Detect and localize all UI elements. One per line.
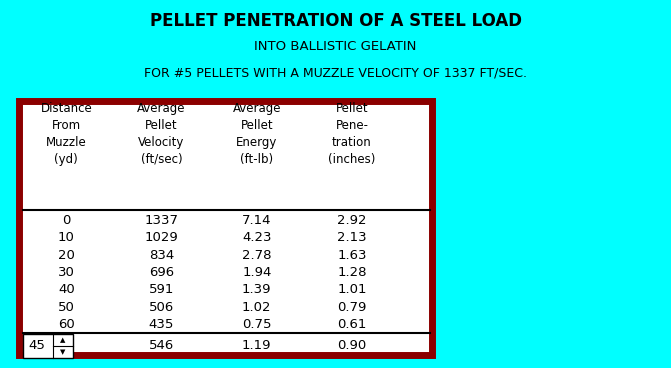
Text: 1.02: 1.02 [242, 301, 272, 314]
Text: 1.01: 1.01 [338, 283, 367, 297]
Text: 50: 50 [58, 301, 74, 314]
FancyBboxPatch shape [19, 100, 432, 355]
Text: 0.90: 0.90 [338, 339, 366, 353]
Text: 1.39: 1.39 [242, 283, 272, 297]
Text: FOR #5 PELLETS WITH A MUZZLE VELOCITY OF 1337 FT/SEC.: FOR #5 PELLETS WITH A MUZZLE VELOCITY OF… [144, 67, 527, 80]
Text: 60: 60 [58, 318, 74, 331]
Text: 0.79: 0.79 [338, 301, 366, 314]
Text: ▲: ▲ [60, 337, 66, 343]
Text: Distance
From
Muzzle
(yd): Distance From Muzzle (yd) [40, 102, 92, 166]
Text: 506: 506 [149, 301, 174, 314]
Text: 2.92: 2.92 [338, 214, 367, 227]
Text: 0.75: 0.75 [242, 318, 272, 331]
Text: 546: 546 [149, 339, 174, 353]
Text: 20: 20 [58, 249, 74, 262]
Text: 1.94: 1.94 [242, 266, 272, 279]
Text: 2.78: 2.78 [242, 249, 272, 262]
Text: 435: 435 [149, 318, 174, 331]
Text: 1337: 1337 [144, 214, 178, 227]
Text: Average
Pellet
Velocity
(ft/sec): Average Pellet Velocity (ft/sec) [138, 102, 186, 166]
Text: 591: 591 [149, 283, 174, 297]
Text: 45: 45 [29, 339, 46, 353]
Text: 40: 40 [58, 283, 74, 297]
Text: 1.19: 1.19 [242, 339, 272, 353]
Text: Average
Pellet
Energy
(ft-lb): Average Pellet Energy (ft-lb) [233, 102, 281, 166]
Text: 834: 834 [149, 249, 174, 262]
Text: 4.23: 4.23 [242, 231, 272, 244]
Text: 1.28: 1.28 [338, 266, 367, 279]
Text: 7.14: 7.14 [242, 214, 272, 227]
Text: PELLET PENETRATION OF A STEEL LOAD: PELLET PENETRATION OF A STEEL LOAD [150, 12, 521, 30]
Text: 696: 696 [149, 266, 174, 279]
Text: 30: 30 [58, 266, 74, 279]
Text: 1.63: 1.63 [338, 249, 367, 262]
Text: 0.61: 0.61 [338, 318, 366, 331]
Text: Pellet
Pene-
tration
(inches): Pellet Pene- tration (inches) [328, 102, 376, 166]
Text: ▼: ▼ [60, 349, 66, 355]
FancyBboxPatch shape [23, 334, 73, 358]
Text: INTO BALLISTIC GELATIN: INTO BALLISTIC GELATIN [254, 40, 417, 53]
Text: 10: 10 [58, 231, 74, 244]
Text: 1029: 1029 [145, 231, 178, 244]
Text: 2.13: 2.13 [337, 231, 367, 244]
Text: 0: 0 [62, 214, 70, 227]
